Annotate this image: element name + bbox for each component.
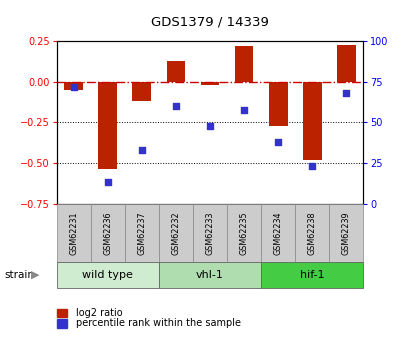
Text: log2 ratio: log2 ratio bbox=[76, 308, 122, 318]
Text: GSM62238: GSM62238 bbox=[308, 211, 317, 255]
Text: strain: strain bbox=[4, 270, 34, 280]
Bar bbox=[167, 61, 185, 82]
Bar bbox=[132, 82, 151, 101]
Bar bbox=[91, 204, 125, 262]
Point bbox=[105, 180, 111, 185]
Text: GSM62237: GSM62237 bbox=[137, 211, 146, 255]
Bar bbox=[159, 204, 193, 262]
Point bbox=[71, 84, 77, 90]
Bar bbox=[269, 82, 288, 126]
Bar bbox=[235, 46, 253, 82]
Text: hif-1: hif-1 bbox=[300, 270, 325, 280]
Text: vhl-1: vhl-1 bbox=[196, 270, 224, 280]
Bar bbox=[159, 262, 261, 288]
Bar bbox=[337, 45, 356, 82]
Point bbox=[207, 123, 213, 128]
Text: GSM62236: GSM62236 bbox=[103, 211, 112, 255]
Bar bbox=[227, 204, 261, 262]
Text: GSM62232: GSM62232 bbox=[171, 211, 181, 255]
Bar bbox=[261, 204, 295, 262]
Bar bbox=[125, 204, 159, 262]
Point bbox=[343, 90, 349, 96]
Bar bbox=[295, 204, 329, 262]
Text: percentile rank within the sample: percentile rank within the sample bbox=[76, 318, 241, 328]
Text: GSM62234: GSM62234 bbox=[274, 211, 283, 255]
Text: GDS1379 / 14339: GDS1379 / 14339 bbox=[151, 16, 269, 29]
Text: GSM62239: GSM62239 bbox=[342, 211, 351, 255]
Text: GSM62231: GSM62231 bbox=[69, 211, 78, 255]
Text: ▶: ▶ bbox=[32, 270, 40, 280]
Bar bbox=[303, 82, 322, 160]
Bar bbox=[201, 82, 219, 85]
Text: wild type: wild type bbox=[82, 270, 133, 280]
Text: GSM62235: GSM62235 bbox=[239, 211, 249, 255]
Bar bbox=[193, 204, 227, 262]
Point bbox=[275, 139, 281, 145]
Point bbox=[139, 147, 145, 153]
Point bbox=[173, 104, 179, 109]
Point bbox=[309, 164, 315, 169]
Point bbox=[241, 107, 247, 112]
Bar bbox=[261, 262, 363, 288]
Text: GSM62233: GSM62233 bbox=[205, 211, 215, 255]
Bar bbox=[57, 262, 159, 288]
Bar bbox=[57, 204, 91, 262]
Bar bbox=[64, 82, 83, 90]
Bar bbox=[329, 204, 363, 262]
Bar bbox=[98, 82, 117, 169]
